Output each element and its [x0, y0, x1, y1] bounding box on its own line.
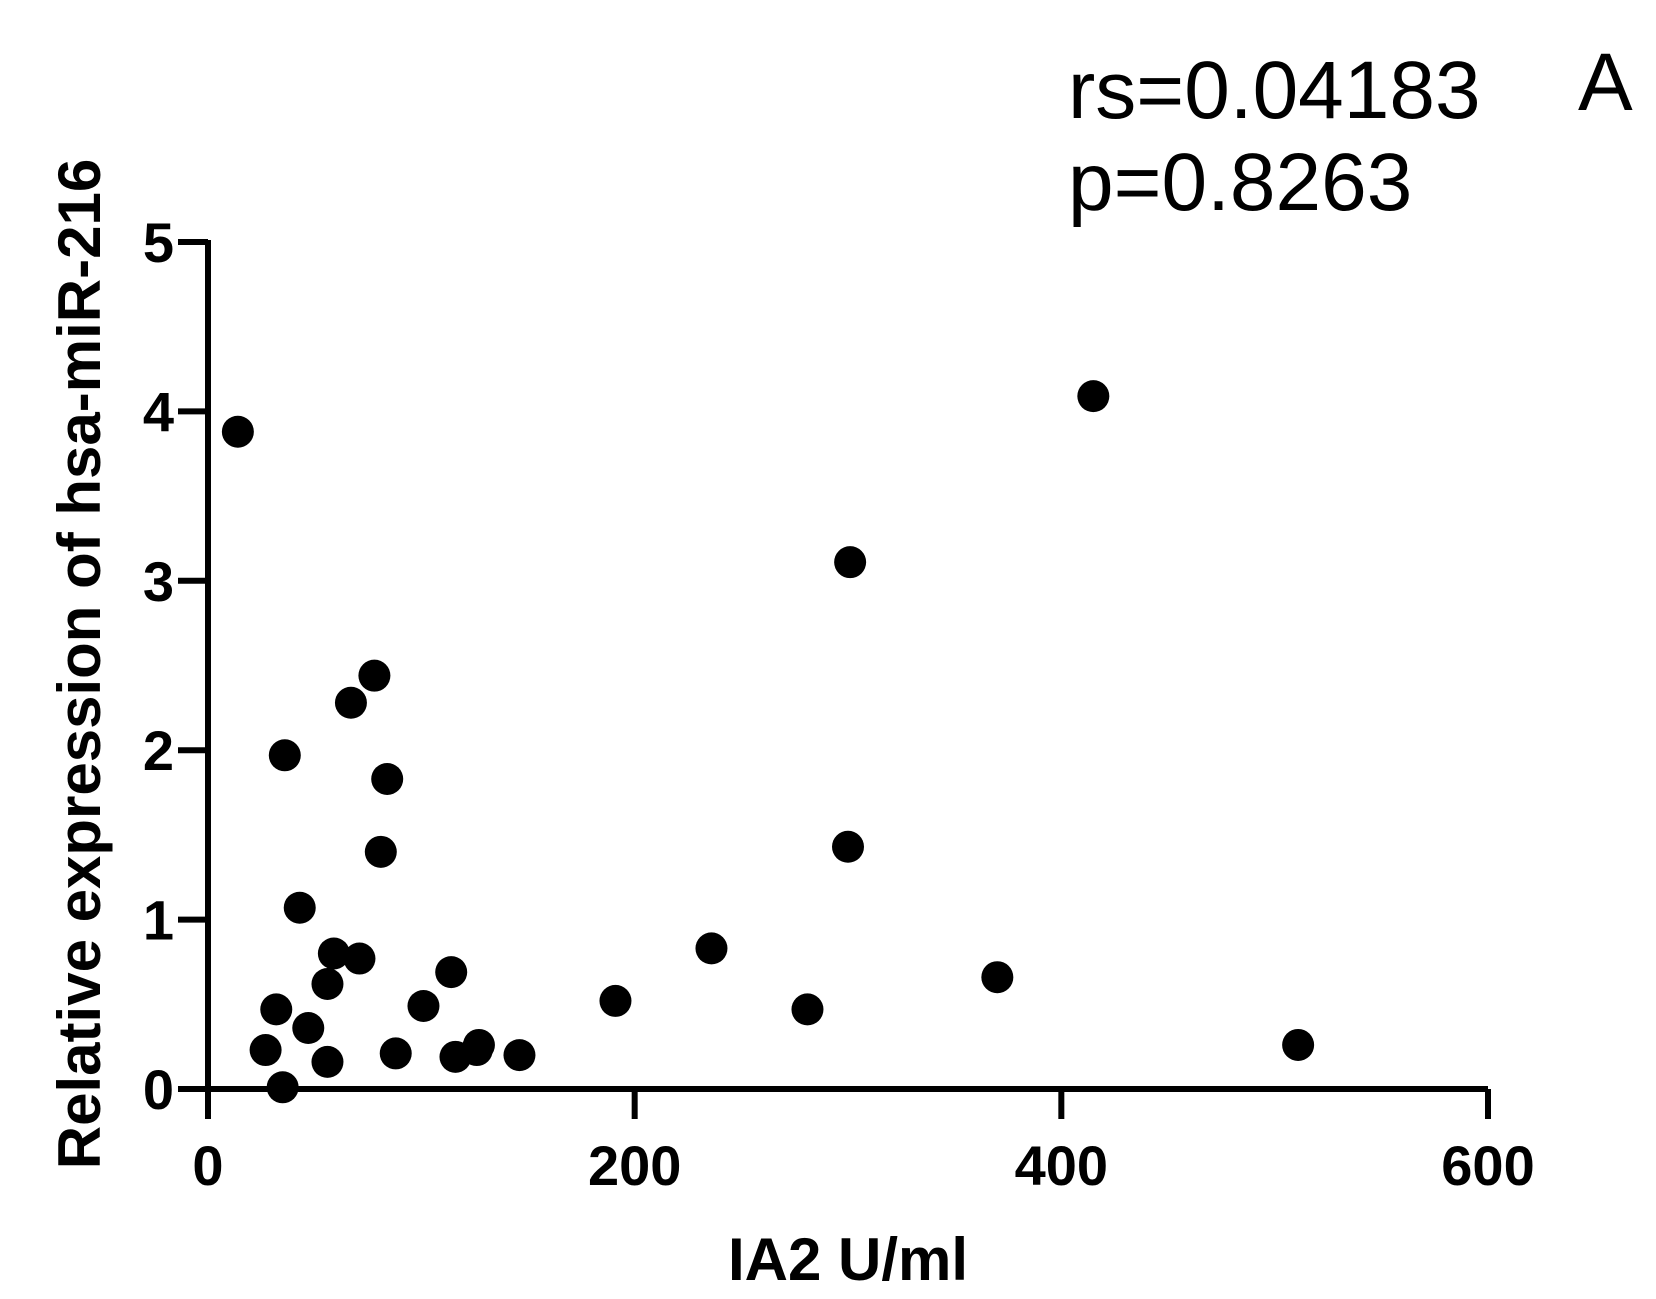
data-point: [249, 1034, 282, 1067]
data-point: [1282, 1028, 1315, 1061]
ticks: 0 200 400 600 0 1 2 3 4 5: [143, 211, 1535, 1197]
y-axis-title: Relative expression of hsa-miR-216: [46, 159, 113, 1169]
data-point: [695, 932, 728, 965]
data-point: [266, 1071, 299, 1104]
data-point: [283, 891, 316, 924]
axes: [205, 240, 1488, 1092]
x-tick-label: 200: [588, 1134, 681, 1197]
data-point: [221, 415, 254, 448]
data-point: [1077, 380, 1110, 413]
y-tick-label: 0: [143, 1058, 174, 1121]
panel-label: A: [1578, 37, 1633, 128]
y-tick-label: 2: [143, 719, 174, 782]
x-tick-label: 400: [1015, 1134, 1108, 1197]
x-axis-title: IA2 U/ml: [728, 1226, 968, 1293]
data-point: [503, 1039, 536, 1072]
data-points: [221, 380, 1315, 1104]
data-point: [981, 961, 1014, 994]
data-point: [343, 942, 376, 975]
y-tick-label: 1: [143, 889, 174, 952]
data-point: [358, 659, 391, 692]
data-point: [311, 967, 344, 1000]
data-point: [317, 937, 350, 970]
data-point: [791, 993, 824, 1026]
data-point: [260, 993, 293, 1026]
data-point: [268, 739, 301, 772]
data-point: [334, 686, 367, 719]
data-point: [599, 984, 632, 1017]
data-point: [311, 1045, 344, 1078]
y-tick-label: 5: [143, 211, 174, 274]
annotation-p: p=0.8263: [1068, 137, 1412, 228]
y-tick-label: 4: [143, 380, 174, 443]
x-tick-label: 600: [1441, 1134, 1534, 1197]
data-point: [364, 835, 397, 868]
data-point: [462, 1028, 495, 1061]
data-point: [292, 1012, 325, 1045]
data-point: [407, 989, 440, 1022]
y-tick-label: 3: [143, 550, 174, 613]
annotation-rs: rs=0.04183: [1068, 45, 1481, 136]
data-point: [379, 1037, 412, 1070]
data-point: [832, 830, 864, 863]
data-point: [371, 762, 404, 795]
data-point: [435, 956, 468, 989]
x-tick-label: 0: [192, 1134, 223, 1197]
data-point: [834, 546, 867, 579]
